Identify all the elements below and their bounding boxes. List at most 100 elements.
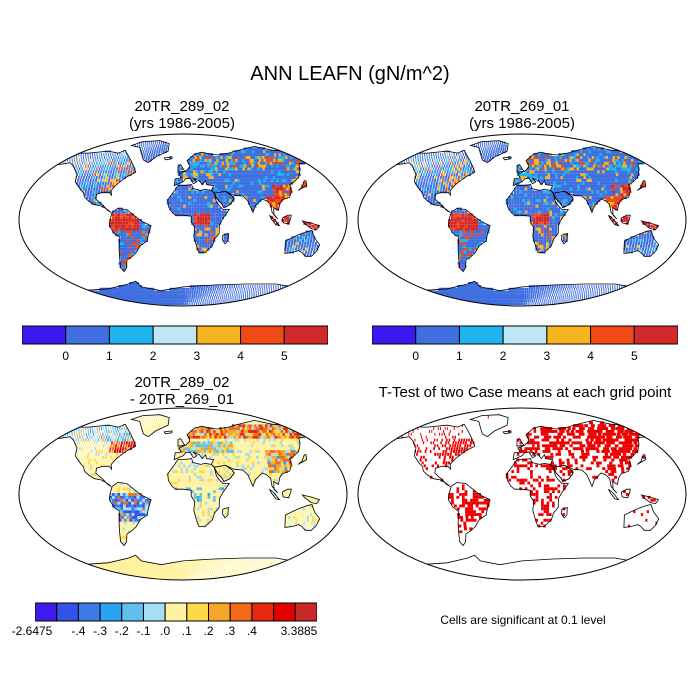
coast-north-america <box>389 149 476 213</box>
colorbar-label: 5 <box>630 349 638 363</box>
coast-sumatra <box>269 214 281 227</box>
coast-iceland <box>163 156 173 161</box>
colorbar-swatch <box>273 602 296 622</box>
coast-sumatra <box>269 488 281 501</box>
colorbar-swatch <box>164 602 188 622</box>
colorbar-label: -.2 <box>114 624 129 638</box>
coast-arabia-extra <box>213 190 235 209</box>
colorbar-label: 3 <box>193 349 201 363</box>
colorbar-swatch <box>77 602 101 622</box>
map-border <box>18 407 348 581</box>
coast-africa <box>167 458 231 527</box>
coast-madagascar <box>561 232 568 245</box>
colorbar-label: 3.3885 <box>280 624 318 638</box>
coastlines <box>46 414 339 580</box>
colorbar-swatch <box>502 325 548 345</box>
panel-title-ttest: T-Test of two Case means at each grid po… <box>352 384 698 401</box>
coast-borneo <box>281 214 292 225</box>
colorbar-label: .3 <box>225 624 236 638</box>
colorbar-swatch <box>415 325 460 345</box>
coast-sumatra <box>608 214 620 227</box>
colorbar-label: 3 <box>543 349 551 363</box>
colorbar-swatch <box>546 325 592 345</box>
coast-new-guinea <box>640 220 660 231</box>
colorbar-label: 0 <box>62 349 70 363</box>
colorbar-swatch <box>590 325 635 345</box>
coast-eurasia <box>173 145 328 220</box>
colorbar-swatch <box>251 602 275 622</box>
colorbar-swatch <box>229 602 253 622</box>
panel-title-ttest-line1: T-Test of two Case means at each grid po… <box>378 384 672 401</box>
panel-title-case2-line2: (yrs 1986-2005) <box>469 115 575 132</box>
colorbar-swatch <box>56 602 79 622</box>
coast-north-america <box>389 423 476 487</box>
map-ttest <box>357 407 687 581</box>
coast-arabia-extra <box>213 464 235 483</box>
coast-greenland <box>469 414 509 438</box>
coast-greenland <box>130 140 170 164</box>
coast-africa <box>167 184 231 253</box>
panel-title-diff-line2: - 20TR_269_01 <box>129 391 235 408</box>
colorbar-swatch <box>35 602 58 622</box>
coast-uk <box>177 164 186 173</box>
colorbar-diff-labels: -2.6475 -.4 -.3 -.2 -.1 .0 .1 .2 .3 .4 3… <box>12 624 318 640</box>
colorbar-label: 4 <box>237 349 244 363</box>
colorbar-swatch <box>142 602 166 622</box>
coast-borneo <box>620 214 631 225</box>
colorbar-swatch <box>121 602 144 622</box>
colorbar-swatch <box>186 602 210 622</box>
colorbar-label: 4 <box>587 349 594 363</box>
panel-title-case2-line1: 20TR_269_01 <box>474 98 570 115</box>
panel-title-case1-line1: 20TR_289_02 <box>134 98 230 115</box>
map-diff <box>18 407 348 581</box>
coast-new-guinea <box>640 494 660 505</box>
coast-new-guinea <box>301 220 321 231</box>
figure-title: ANN LEAFN (gN/m^2) <box>250 63 450 85</box>
coast-south-america <box>447 208 491 273</box>
colorbar-label: 2 <box>499 349 507 363</box>
colorbar-label: -.1 <box>136 624 151 638</box>
coast-australia <box>284 230 321 257</box>
coast-eurasia <box>512 419 667 494</box>
coast-uk <box>516 164 525 173</box>
coast-arabia-extra <box>552 464 574 483</box>
colorbar-swatch <box>152 325 198 345</box>
colorbar-label: .1 <box>181 624 192 638</box>
colorbar-swatch <box>108 325 154 345</box>
coast-new-guinea <box>301 494 321 505</box>
coast-iceland <box>502 430 512 435</box>
coast-south-america <box>447 482 491 547</box>
coast-greenland <box>469 140 509 164</box>
panel-title-case1-line2: (yrs 1986-2005) <box>129 115 235 132</box>
colorbar-label: -.4 <box>71 624 86 638</box>
coast-madagascar <box>222 232 229 245</box>
coast-iceland <box>163 430 173 435</box>
colorbar-label: .2 <box>203 624 214 638</box>
coast-north-america <box>50 423 137 487</box>
coast-africa <box>506 184 570 253</box>
coast-australia <box>284 504 321 531</box>
panel-title-case2: 20TR_269_01 (yrs 1986-2005) <box>357 98 687 132</box>
colorbar-swatch <box>283 325 328 345</box>
coast-south-america <box>108 208 152 273</box>
coast-uk <box>177 438 186 447</box>
coast-madagascar <box>561 506 568 519</box>
coast-arabia-extra <box>552 190 574 209</box>
colorbar-label: 5 <box>280 349 288 363</box>
colorbar-case2-labels: 0 1 2 3 4 5 <box>372 349 678 365</box>
coast-japan <box>636 454 647 465</box>
map-border <box>357 407 687 581</box>
coast-uk <box>516 438 525 447</box>
coast-south-america <box>108 482 152 547</box>
map-case2 <box>357 133 687 307</box>
coast-borneo <box>281 488 292 499</box>
colorbar-label: -.3 <box>93 624 108 638</box>
coast-sumatra <box>608 488 620 501</box>
panel-title-case1: 20TR_289_02 (yrs 1986-2005) <box>17 98 347 132</box>
coast-japan <box>297 454 308 465</box>
colorbar-swatch <box>22 325 67 345</box>
colorbar-swatch <box>294 602 317 622</box>
coast-eurasia <box>512 145 667 220</box>
coast-greenland <box>130 414 170 438</box>
coast-north-america <box>50 149 137 213</box>
